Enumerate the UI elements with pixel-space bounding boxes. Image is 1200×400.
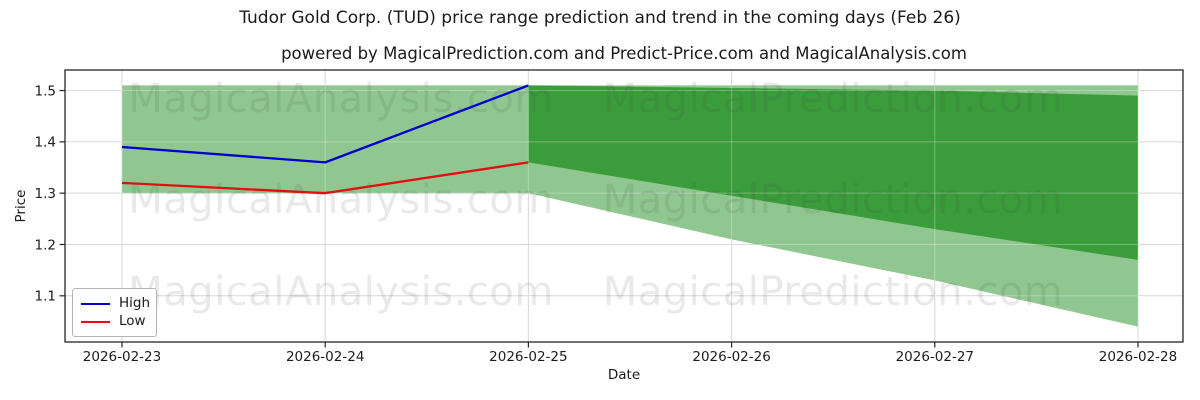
y-tick-label: 1.5 (35, 83, 56, 99)
x-tick-label: 2026-02-26 (692, 349, 770, 365)
chart-subtitle: powered by MagicalPrediction.com and Pre… (281, 44, 967, 63)
x-tick-label: 2026-02-23 (83, 349, 161, 365)
y-axis-label: Price (13, 189, 29, 223)
legend-entry-low: Low (81, 313, 148, 331)
x-axis-label: Date (607, 367, 641, 383)
legend: High Low (72, 288, 157, 337)
low-line (121, 161, 529, 195)
x-tick-label: 2026-02-28 (1099, 349, 1177, 365)
high-line-sample (81, 303, 110, 305)
y-tick-label: 1.4 (35, 135, 56, 151)
plot-border (64, 69, 1184, 343)
prediction-range-inner (528, 85, 1138, 260)
low-line-sample (81, 321, 110, 323)
x-tick-label: 2026-02-24 (286, 349, 364, 365)
y-tick-label: 1.1 (35, 289, 56, 305)
x-tick-label: 2026-02-25 (489, 349, 567, 365)
high-line (121, 84, 529, 164)
y-tick-label: 1.3 (35, 186, 56, 202)
legend-entry-high: High (81, 295, 151, 313)
legend-label: Low (119, 313, 146, 330)
y-tick-label: 1.2 (35, 237, 56, 253)
legend-label: High (119, 295, 151, 312)
chart-title: Tudor Gold Corp. (TUD) price range predi… (239, 8, 961, 28)
x-tick-label: 2026-02-27 (896, 349, 974, 365)
